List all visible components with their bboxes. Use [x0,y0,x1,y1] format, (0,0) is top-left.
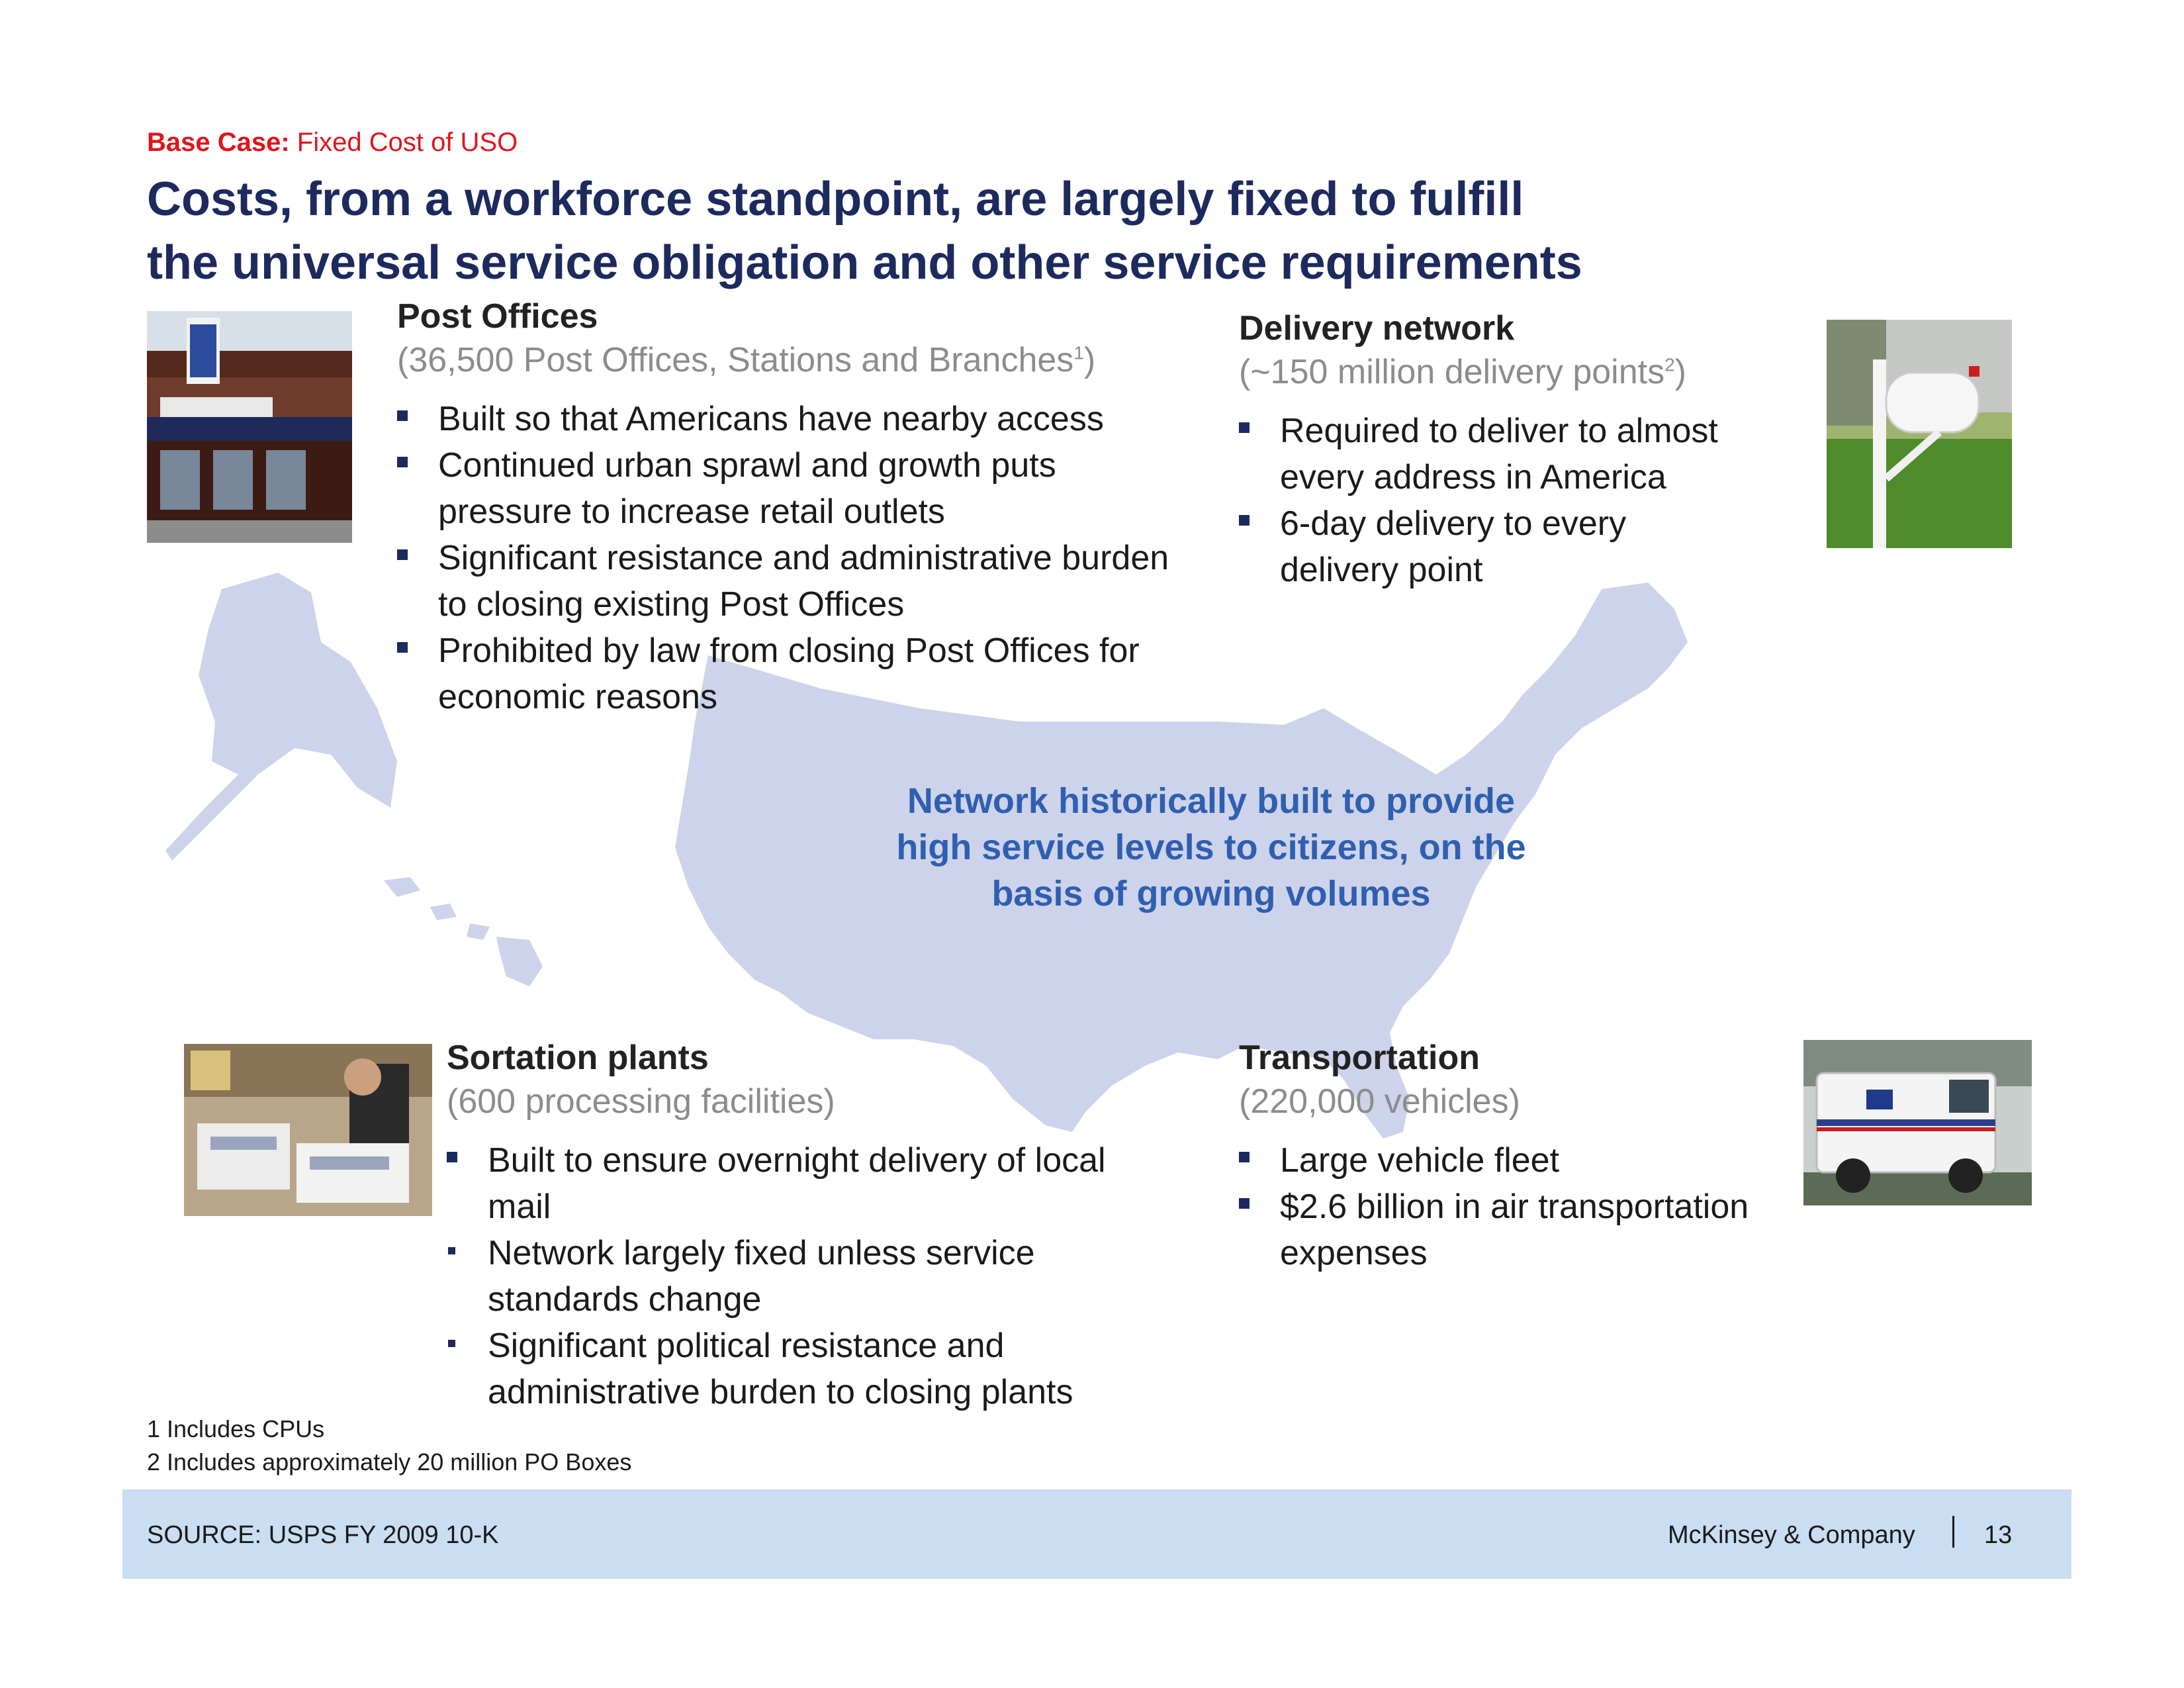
footnote: 2 Includes approximately 20 million PO B… [147,1448,632,1476]
us-map-background [165,573,1688,1139]
footnote-ref: 1 [1073,342,1084,363]
hawaii-shape [430,904,457,920]
section-kicker: Base Case: Fixed Cost of USO [147,128,518,158]
section-title: Sortation plants [447,1039,709,1077]
sortation-bullets: Built to ensure overnight delivery of lo… [447,1137,1208,1415]
section-subtitle: (~150 million delivery points2) [1239,352,1808,392]
bullet-item: Large vehicle fleet [1239,1137,1768,1184]
bullet-item: Significant political resistance and adm… [447,1323,1216,1415]
subtitle-text: (~150 million delivery points [1239,353,1665,391]
bullet-item: Built to ensure overnight delivery of lo… [447,1137,1150,1230]
section-title: Delivery network [1239,309,1515,348]
bullet-item: 6-day delivery to every delivery point [1239,500,1743,593]
post-offices-section: Post Offices (36,500 Post Offices, Stati… [397,297,1191,720]
section-subtitle: (600 processing facilities) [447,1082,835,1121]
post-office-photo [147,311,352,543]
section-subtitle: (36,500 Post Offices, Stations and Branc… [397,340,1191,380]
bullet-item: Prohibited by law from closing Post Offi… [397,628,1206,720]
sortation-plants-section: Sortation plants (600 processing facilit… [447,1038,1208,1415]
section-title: Post Offices [397,297,598,336]
transportation-bullets: Large vehicle fleet $2.6 billion in air … [1239,1137,1768,1276]
page-number: 13 [1984,1521,2013,1549]
hawaii-shape [496,937,543,986]
footer-divider [1952,1516,1954,1548]
post-offices-bullets: Built so that Americans have nearby acce… [397,396,1191,720]
sortation-plant-photo [184,1044,432,1216]
subtitle-close: ) [1083,341,1096,379]
section-title: Transportation [1239,1039,1480,1077]
title-line: Costs, from a workforce standpoint, are … [147,173,1524,226]
bullet-item: Continued urban sprawl and growth puts p… [397,442,1126,535]
company-name: McKinsey & Company [1668,1521,1915,1549]
kicker-text: Fixed Cost of USO [289,128,518,157]
delivery-bullets: Required to deliver to almost every addr… [1239,408,1808,593]
subtitle-close: ) [1674,353,1686,391]
footnote-ref: 2 [1664,354,1675,375]
kicker-label: Base Case: [147,128,290,157]
alaska-shape [165,573,397,861]
delivery-truck-photo [1803,1040,2032,1205]
contiguous-us-shape [675,583,1688,1139]
hawaii-shape [384,877,420,897]
bullet-item: Built so that Americans have nearby acce… [397,396,1191,442]
bullet-item: Significant resistance and administrativ… [397,535,1179,628]
page-title: Costs, from a workforce standpoint, are … [147,167,1801,295]
bullet-item: Network largely fixed unless service sta… [447,1230,1150,1323]
network-callout: Network historically built to provide hi… [896,781,1526,914]
footnote: 1 Includes CPUs [147,1415,325,1442]
transportation-section: Transportation (220,000 vehicles) Large … [1239,1038,1768,1276]
section-subtitle: (220,000 vehicles) [1239,1082,1520,1121]
title-line: the universal service obligation and oth… [147,236,1582,289]
bullet-item: Required to deliver to almost every addr… [1239,408,1808,500]
bullet-item: $2.6 billion in air transportation expen… [1239,1184,1770,1276]
mailbox-photo [1827,320,2012,548]
hawaii-shape [467,923,490,940]
delivery-network-section: Delivery network (~150 million delivery … [1239,308,1808,593]
subtitle-text: (36,500 Post Offices, Stations and Branc… [397,341,1074,379]
footer-band: SOURCE: USPS FY 2009 10-K McKinsey & Com… [122,1489,2071,1579]
source-note: SOURCE: USPS FY 2009 10-K [147,1521,499,1549]
